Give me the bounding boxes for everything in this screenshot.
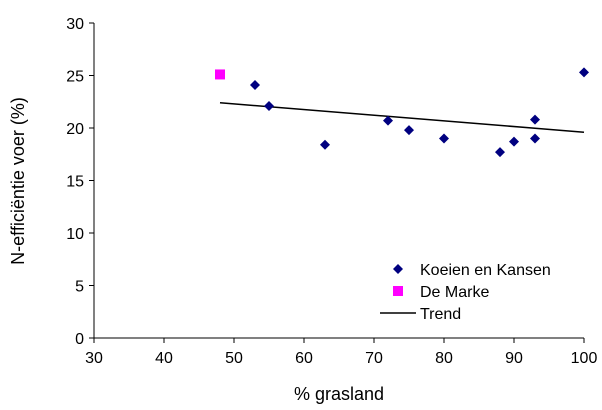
x-tick-label: 40 bbox=[155, 350, 173, 367]
legend: Koeien en Kansen De Marke Trend bbox=[380, 262, 551, 323]
data-point-koeien-en-kansen bbox=[264, 100, 274, 111]
data-point-koeien-en-kansen bbox=[579, 67, 589, 78]
legend-marker-de-marke bbox=[393, 286, 403, 296]
data-point-koeien-en-kansen bbox=[439, 133, 449, 144]
data-point-koeien-en-kansen bbox=[495, 147, 505, 158]
data-point-koeien-en-kansen bbox=[404, 125, 414, 136]
plot-area: 0 5 10 15 20 25 30 30 40 50 60 70 80 90 100 bbox=[66, 16, 597, 367]
y-tick-label: 20 bbox=[66, 121, 84, 138]
y-tick-label: 0 bbox=[75, 331, 84, 348]
y-tick-label: 10 bbox=[66, 226, 84, 243]
y-tick-label: 15 bbox=[66, 174, 84, 191]
x-tick-label: 30 bbox=[85, 350, 103, 367]
data-point-koeien-en-kansen bbox=[530, 133, 540, 144]
legend-marker-koeien-en-kansen bbox=[393, 264, 403, 274]
data-point-koeien-en-kansen bbox=[383, 115, 393, 126]
y-tick-label: 25 bbox=[66, 69, 84, 86]
data-point-koeien-en-kansen bbox=[530, 114, 540, 125]
x-tick-label: 60 bbox=[295, 350, 313, 367]
trend-line bbox=[219, 102, 585, 133]
legend-label: Trend bbox=[420, 306, 461, 323]
legend-label: De Marke bbox=[420, 284, 489, 301]
data-point-koeien-en-kansen bbox=[509, 136, 519, 147]
data-point-koeien-en-kansen bbox=[320, 139, 330, 150]
y-tick-label: 30 bbox=[66, 16, 84, 33]
x-axis-label: % grasland bbox=[294, 384, 384, 404]
data-point-de-marke bbox=[215, 69, 225, 80]
y-tick-label: 5 bbox=[75, 279, 84, 296]
data-point-koeien-en-kansen bbox=[250, 79, 260, 90]
x-tick-label: 100 bbox=[571, 350, 598, 367]
x-tick-label: 90 bbox=[505, 350, 523, 367]
x-tick-label: 70 bbox=[365, 350, 383, 367]
y-axis-label: N-efficiëntie voer (%) bbox=[8, 97, 28, 265]
legend-label: Koeien en Kansen bbox=[420, 262, 551, 279]
x-tick-label: 50 bbox=[225, 350, 243, 367]
x-tick-label: 80 bbox=[435, 350, 453, 367]
